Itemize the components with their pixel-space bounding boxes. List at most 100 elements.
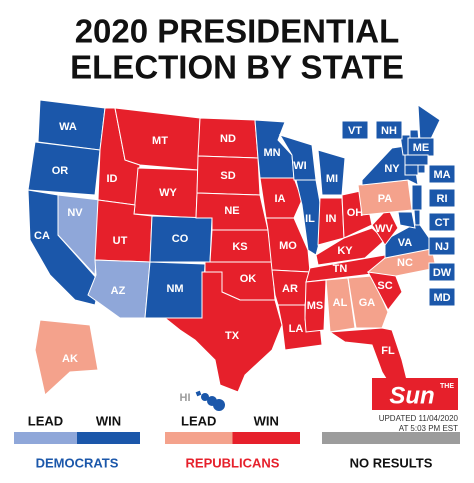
state-label: MI bbox=[326, 173, 338, 185]
state-label: MS bbox=[307, 300, 324, 312]
state-label: MA bbox=[433, 169, 450, 181]
state-label: KY bbox=[337, 245, 353, 257]
us-map: WA OR CA NV ID MT WY UT AZ CO NM ND SD NE KS OK TX MN IA MO… bbox=[27, 99, 456, 411]
state-label: FL bbox=[381, 345, 395, 357]
state-label: CA bbox=[34, 230, 50, 242]
label-box bbox=[341, 120, 369, 140]
state-label: SD bbox=[220, 170, 235, 182]
state-label: NE bbox=[224, 205, 239, 217]
legend-swatch bbox=[77, 432, 140, 444]
updated: AT 5:03 PM EST bbox=[399, 424, 458, 433]
legend-swatch bbox=[14, 432, 77, 444]
legend-swatch bbox=[322, 432, 460, 444]
state-label: WI bbox=[293, 160, 306, 172]
extras: THE Sun UPDATED 11/04/2020 AT 5:03 PM ES… bbox=[372, 378, 459, 433]
legend-group-name: REPUBLICANS bbox=[186, 455, 280, 470]
island bbox=[201, 393, 209, 401]
label-box bbox=[428, 164, 456, 184]
label-box bbox=[428, 236, 456, 256]
state-label: NV bbox=[67, 207, 83, 219]
label-box bbox=[428, 287, 456, 307]
state-label: GA bbox=[359, 297, 376, 309]
state-label: WA bbox=[59, 121, 77, 133]
state-shape bbox=[317, 149, 346, 196]
updated: UPDATED 11/04/2020 bbox=[379, 414, 459, 423]
state-shape bbox=[404, 164, 419, 176]
legend-item-label: WIN bbox=[254, 413, 279, 428]
state-shape bbox=[57, 194, 101, 277]
state-label: LA bbox=[289, 323, 304, 335]
state-label: NJ bbox=[435, 241, 449, 253]
state-shape bbox=[397, 211, 416, 229]
state-shape bbox=[347, 275, 389, 329]
state-label: KS bbox=[232, 241, 247, 253]
state-shape bbox=[114, 107, 201, 171]
island bbox=[213, 399, 225, 411]
label-box bbox=[375, 120, 403, 140]
state-label: RI bbox=[437, 193, 448, 205]
state-shape bbox=[27, 141, 101, 196]
legend-item-label: LEAD bbox=[181, 413, 216, 428]
state-shape bbox=[411, 184, 423, 211]
state-label: CT bbox=[435, 217, 450, 229]
state-label: WY bbox=[159, 187, 177, 199]
state-label: DW bbox=[433, 267, 452, 279]
state-shape bbox=[417, 164, 426, 174]
state-label: AK bbox=[62, 353, 78, 365]
legend-swatch bbox=[232, 432, 300, 444]
state-shape bbox=[163, 271, 283, 393]
state-label: AL bbox=[333, 297, 348, 309]
state-label: IN bbox=[326, 213, 337, 225]
label-box bbox=[428, 212, 456, 232]
state-label: TX bbox=[225, 330, 240, 342]
label-box bbox=[428, 262, 456, 282]
logo-small: THE bbox=[440, 383, 454, 390]
logo-box bbox=[372, 378, 458, 410]
title: 2020 PRESIDENTIAL bbox=[75, 13, 400, 50]
state-label: MD bbox=[433, 292, 450, 304]
state-shape bbox=[404, 154, 429, 166]
state-label: NM bbox=[166, 283, 183, 295]
state-shape bbox=[304, 279, 327, 333]
legend: LEAD WIN DEMOCRATS LEAD WIN REPUBLICANS NO RES… bbox=[14, 413, 460, 470]
state-label: NY bbox=[384, 163, 400, 175]
state-label: NC bbox=[397, 257, 413, 269]
state-label: CO bbox=[172, 233, 189, 245]
legend-group-name: DEMOCRATS bbox=[36, 455, 119, 470]
state-label: ME bbox=[413, 142, 430, 154]
state-shape bbox=[194, 389, 203, 398]
state-shape bbox=[259, 177, 303, 219]
state-label: MO bbox=[279, 240, 297, 252]
state-shape bbox=[371, 207, 399, 246]
state-label: MT bbox=[152, 135, 168, 147]
state-label: MN bbox=[263, 147, 280, 159]
state-label: OH bbox=[347, 207, 364, 219]
state-label: IL bbox=[305, 213, 315, 225]
state-label: VA bbox=[398, 237, 413, 249]
logo-text: Sun bbox=[389, 382, 434, 409]
state-shape bbox=[34, 319, 99, 396]
state-label: IA bbox=[275, 193, 286, 205]
state-label: HI bbox=[180, 392, 191, 404]
state-label: VT bbox=[348, 125, 362, 137]
state-shape bbox=[413, 209, 421, 226]
state-label: ID bbox=[107, 173, 118, 185]
state-label: WV bbox=[375, 223, 393, 235]
state-label: ND bbox=[220, 133, 236, 145]
state-label: TN bbox=[333, 263, 348, 275]
state-label: PA bbox=[378, 193, 393, 205]
label-box bbox=[428, 188, 456, 208]
state-label: SC bbox=[377, 280, 392, 292]
title: ELECTION BY STATE bbox=[70, 49, 404, 86]
state-label: NH bbox=[381, 125, 397, 137]
state-label: UT bbox=[113, 235, 128, 247]
legend-item-label: LEAD bbox=[28, 413, 63, 428]
state-label: AR bbox=[282, 283, 298, 295]
legend-group-name: NO RESULTS bbox=[350, 455, 433, 470]
state-label: AZ bbox=[111, 285, 126, 297]
state-label: OK bbox=[240, 273, 257, 285]
state-shape bbox=[325, 277, 356, 333]
legend-item-label: WIN bbox=[96, 413, 121, 428]
legend-swatch bbox=[165, 432, 233, 444]
